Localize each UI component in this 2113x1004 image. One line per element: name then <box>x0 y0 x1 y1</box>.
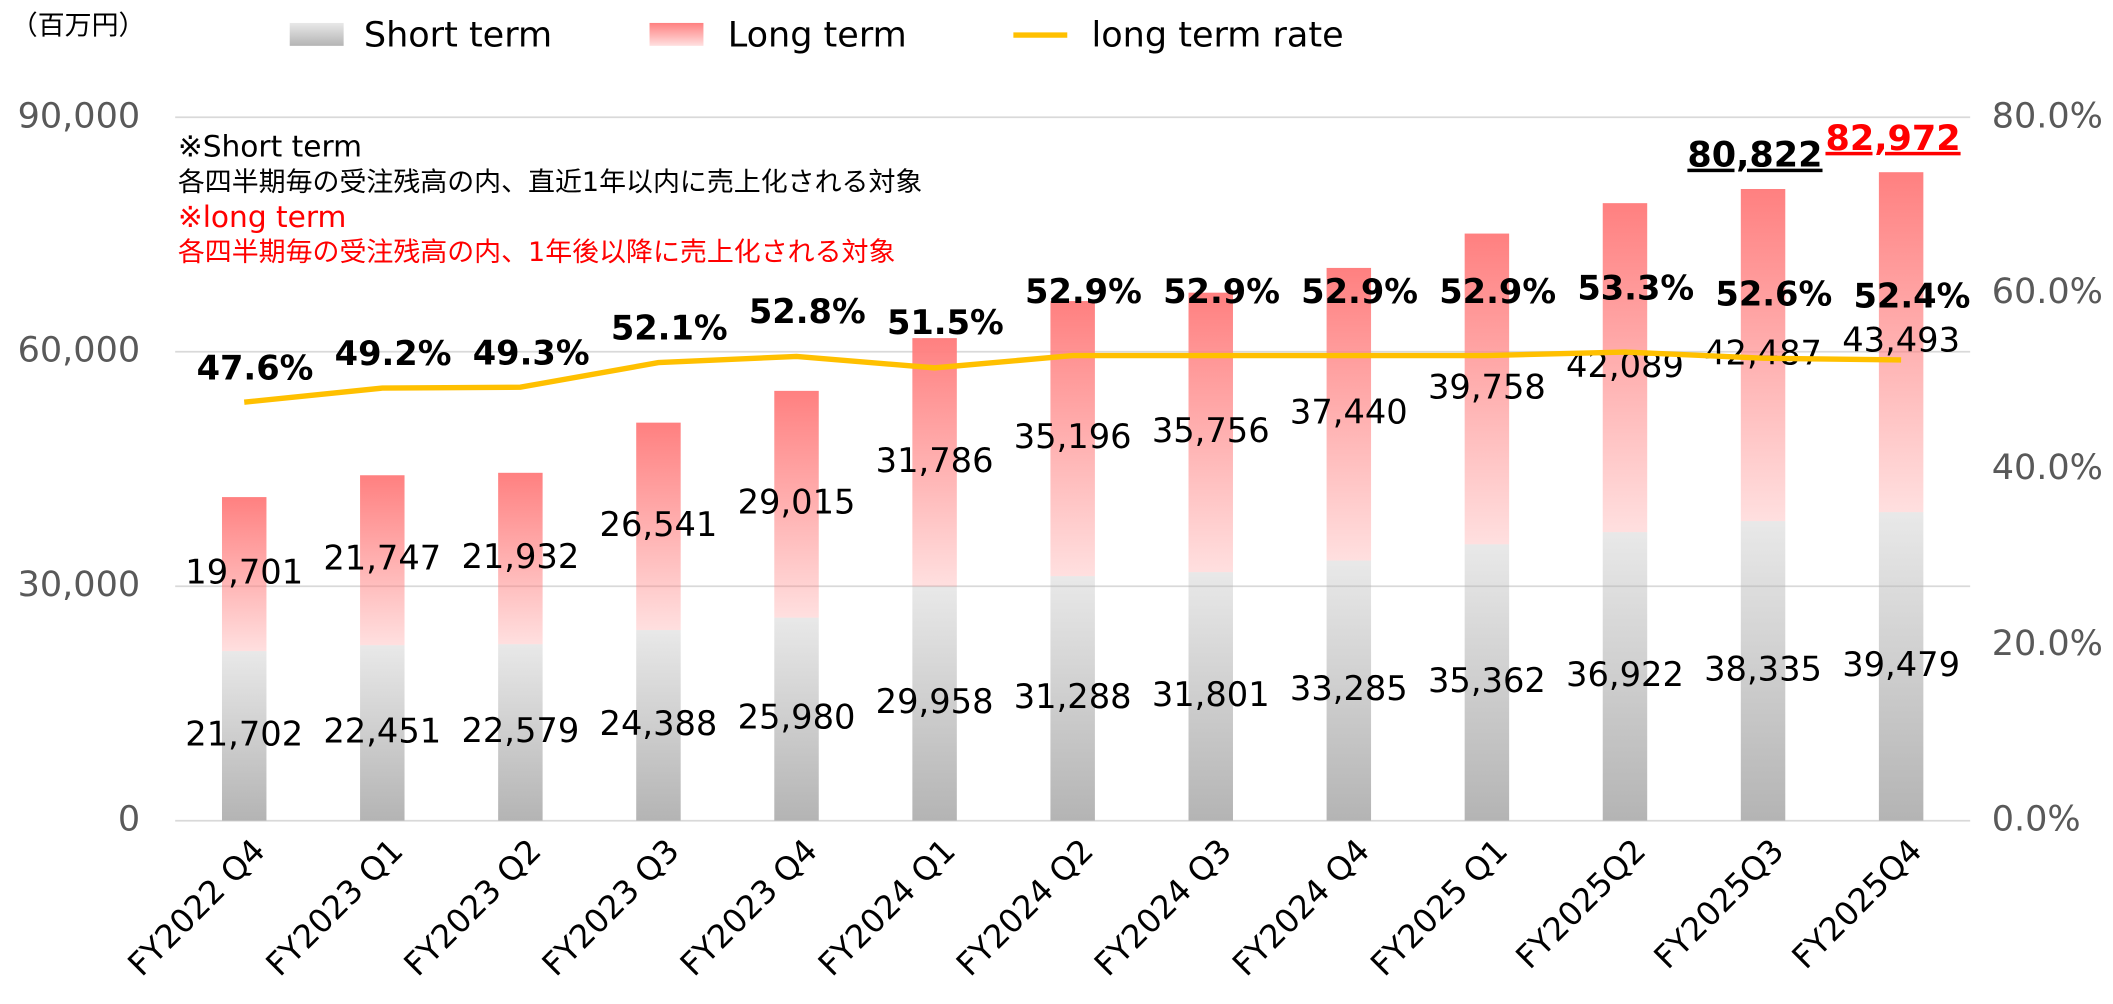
value-label: 43,493 <box>1842 321 1960 360</box>
value-label: 39,758 <box>1428 367 1546 406</box>
x-tick-label: FY2024 Q1 <box>811 831 963 983</box>
bar-long <box>1188 292 1233 573</box>
x-tick-label: FY2025Q4 <box>1785 831 1930 976</box>
value-label: 29,958 <box>876 682 994 721</box>
bar-short <box>636 630 681 821</box>
y-tick-label: 90,000 <box>18 95 141 136</box>
x-tick-label: FY2022 Q4 <box>120 831 272 983</box>
note: 各四半期毎の受注残高の内、1年後以降に売上化される対象 <box>178 237 896 268</box>
value-label: 24,388 <box>600 704 718 743</box>
bar-short <box>1602 532 1648 821</box>
rate-label: 52.8% <box>749 292 866 331</box>
legend-label: Short term <box>364 14 552 55</box>
y-tick-label: 0 <box>118 799 140 840</box>
y-tick-label: 60,000 <box>18 330 141 371</box>
value-label: 35,362 <box>1428 661 1546 700</box>
value-label: 21,702 <box>185 714 303 753</box>
bar-long <box>636 422 681 631</box>
rate-label: 51.5% <box>887 303 1004 342</box>
value-label: 36,922 <box>1566 655 1684 694</box>
value-label: 31,288 <box>1014 677 1132 716</box>
rate-label: 52.6% <box>1715 275 1832 314</box>
rate-label: 49.2% <box>335 334 452 373</box>
bar-short <box>1326 560 1372 821</box>
note: ※Short term <box>178 129 362 164</box>
value-label: 22,579 <box>461 711 579 750</box>
value-label: 22,451 <box>323 711 441 750</box>
value-label: 19,701 <box>185 553 303 592</box>
bar-long <box>221 497 267 652</box>
legend-swatch <box>649 22 704 46</box>
rate-label: 47.6% <box>197 348 314 387</box>
bar-short <box>1878 512 1924 821</box>
value-label: 35,196 <box>1014 417 1132 456</box>
rate-label: 49.3% <box>473 333 590 372</box>
bar-short <box>1464 544 1510 821</box>
bar-short <box>774 617 819 821</box>
rate-label: 52.1% <box>611 309 728 348</box>
y2-tick-label: 60.0% <box>1992 271 2103 312</box>
x-tick-label: FY2025Q2 <box>1508 831 1653 976</box>
bar-long <box>1602 203 1648 533</box>
value-label: 35,756 <box>1152 411 1270 450</box>
bar-short <box>1188 572 1233 821</box>
rate-label: 52.9% <box>1163 272 1280 311</box>
value-label: 42,487 <box>1704 334 1822 373</box>
x-tick-label: FY2024 Q2 <box>949 831 1101 983</box>
x-tick-label: FY2023 Q2 <box>397 831 549 983</box>
legend-swatch <box>289 22 344 46</box>
x-tick-label: FY2023 Q3 <box>535 831 687 983</box>
bar-long <box>1050 301 1095 577</box>
value-label: 25,980 <box>738 698 856 737</box>
bar-long <box>912 338 957 587</box>
y2-tick-label: 20.0% <box>1992 623 2103 664</box>
note: ※long term <box>178 199 347 234</box>
value-label: 37,440 <box>1290 393 1408 432</box>
bar-short <box>912 586 957 821</box>
total-label: 80,822 <box>1687 135 1822 176</box>
value-label: 29,015 <box>738 483 856 522</box>
value-label: 26,541 <box>600 505 718 544</box>
bar-long <box>774 390 819 618</box>
bar-long <box>1326 267 1372 561</box>
rate-label: 52.9% <box>1439 272 1556 311</box>
y2-tick-label: 40.0% <box>1992 447 2103 488</box>
x-tick-label: FY2024 Q3 <box>1087 831 1239 983</box>
legend-label: Long term <box>728 14 907 55</box>
bar-short <box>360 645 405 821</box>
y2-tick-label: 80.0% <box>1992 95 2103 136</box>
x-tick-label: FY2025 Q1 <box>1363 831 1515 983</box>
value-label: 33,285 <box>1290 669 1408 708</box>
x-tick-label: FY2024 Q4 <box>1225 831 1377 983</box>
rate-label: 52.4% <box>1853 276 1970 315</box>
rate-label: 52.9% <box>1025 272 1142 311</box>
bar-long <box>1464 233 1510 545</box>
unit-label: （百万円） <box>11 10 146 41</box>
bar-short <box>221 651 267 821</box>
rate-label: 52.9% <box>1301 272 1418 311</box>
x-tick-label: FY2025Q3 <box>1647 831 1792 976</box>
value-label: 39,479 <box>1842 645 1960 684</box>
rate-line <box>243 349 1902 405</box>
legend-label: long term rate <box>1092 14 1344 55</box>
x-tick-label: FY2023 Q1 <box>259 831 411 983</box>
bar-short <box>1050 576 1095 821</box>
bar-short <box>498 644 543 821</box>
bar-short <box>1740 521 1786 821</box>
y2-tick-label: 0.0% <box>1992 799 2081 840</box>
value-label: 31,786 <box>876 441 994 480</box>
x-tick-label: FY2023 Q4 <box>673 831 825 983</box>
total-label: 82,972 <box>1825 118 1960 159</box>
rate-label: 53.3% <box>1577 269 1694 308</box>
value-label: 38,335 <box>1704 649 1822 688</box>
bar-long <box>1878 172 1924 513</box>
bar-long <box>360 475 405 646</box>
y-tick-label: 30,000 <box>18 564 141 605</box>
value-label: 31,801 <box>1152 675 1270 714</box>
bar-long <box>498 472 543 645</box>
value-label: 21,932 <box>461 537 579 576</box>
note: 各四半期毎の受注残高の内、直近1年以内に売上化される対象 <box>178 167 922 198</box>
value-label: 21,747 <box>323 539 441 578</box>
